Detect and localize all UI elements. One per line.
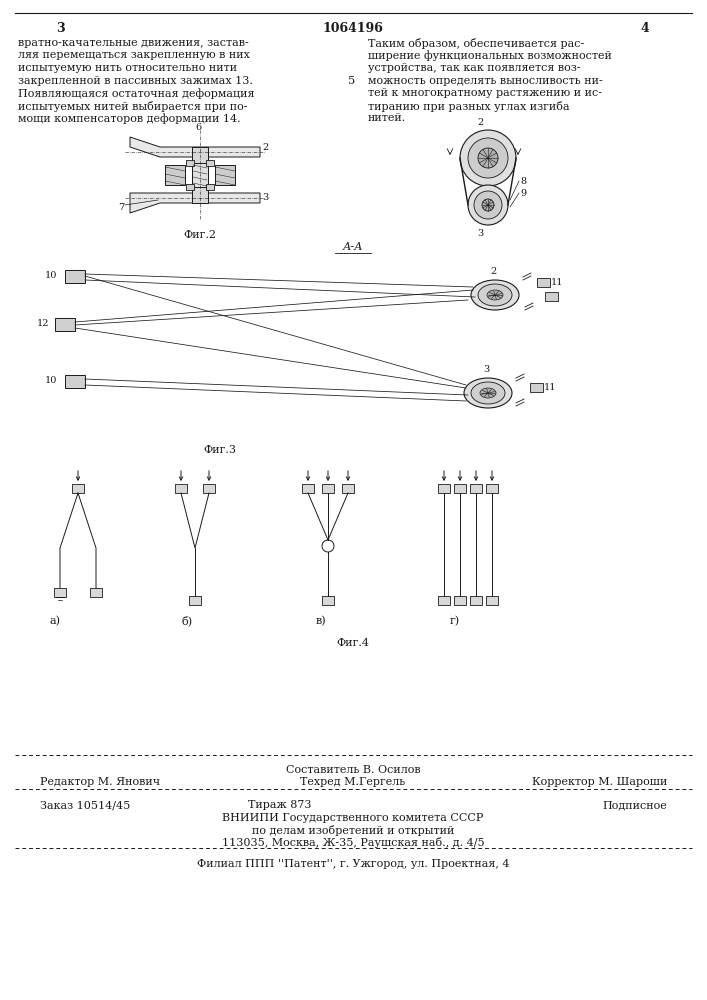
Bar — [165, 165, 185, 185]
Text: нитей.: нитей. — [368, 113, 407, 123]
Text: 9: 9 — [520, 189, 526, 198]
Bar — [486, 484, 498, 493]
Bar — [545, 292, 558, 301]
Text: ширение функциональных возможностей: ширение функциональных возможностей — [368, 50, 612, 61]
Polygon shape — [130, 137, 260, 157]
Text: a): a) — [50, 616, 61, 626]
Text: закрепленной в пассивных зажимах 13.: закрепленной в пассивных зажимах 13. — [18, 76, 253, 86]
Text: 5: 5 — [348, 76, 355, 86]
Text: 2: 2 — [490, 267, 496, 276]
Ellipse shape — [471, 382, 505, 404]
Bar — [486, 596, 498, 605]
Text: Подписное: Подписное — [602, 800, 667, 810]
Text: 12: 12 — [37, 319, 49, 328]
Text: 7: 7 — [118, 203, 124, 212]
Bar — [203, 484, 215, 493]
Text: б): б) — [181, 616, 192, 627]
Text: 2: 2 — [477, 118, 483, 127]
Text: ВНИИПИ Государственного комитета СССР: ВНИИПИ Государственного комитета СССР — [222, 813, 484, 823]
Circle shape — [474, 191, 502, 219]
Bar — [454, 596, 466, 605]
Text: по делам изобретений и открытий: по делам изобретений и открытий — [252, 825, 454, 836]
Text: 2: 2 — [262, 143, 268, 152]
Text: тей к многократному растяжению и ис-: тей к многократному растяжению и ис- — [368, 88, 602, 98]
Text: Техред М.Гергель: Техред М.Гергель — [300, 777, 406, 787]
Ellipse shape — [464, 378, 512, 408]
Text: можность определять выносливость ни-: можность определять выносливость ни- — [368, 76, 603, 86]
Bar — [454, 484, 466, 493]
Text: 11: 11 — [544, 383, 556, 392]
Text: Таким образом, обеспечивается рас-: Таким образом, обеспечивается рас- — [368, 38, 584, 49]
Text: 10: 10 — [45, 376, 57, 385]
Text: Редактор М. Янович: Редактор М. Янович — [40, 777, 160, 787]
Circle shape — [482, 199, 494, 211]
Bar — [186, 184, 194, 190]
Text: 3: 3 — [477, 229, 483, 238]
Bar — [438, 596, 450, 605]
Text: ляя перемещаться закрепленную в них: ляя перемещаться закрепленную в них — [18, 50, 250, 60]
Circle shape — [460, 130, 516, 186]
Text: 3: 3 — [56, 22, 64, 35]
Text: 6: 6 — [195, 123, 201, 132]
Text: Корректор М. Шароши: Корректор М. Шароши — [532, 777, 667, 787]
Ellipse shape — [487, 290, 503, 300]
Bar — [55, 318, 75, 331]
Ellipse shape — [480, 388, 496, 398]
Bar — [186, 160, 194, 166]
Bar — [322, 596, 334, 605]
Bar — [470, 484, 482, 493]
Ellipse shape — [478, 284, 512, 306]
Bar — [65, 270, 85, 283]
Text: Составитель В. Осилов: Составитель В. Осилов — [286, 765, 421, 775]
Text: 113035, Москва, Ж-35, Раушская наб., д. 4/5: 113035, Москва, Ж-35, Раушская наб., д. … — [222, 837, 484, 848]
Bar — [54, 588, 66, 597]
Text: Филиал ППП ''Патент'', г. Ужгород, ул. Проектная, 4: Филиал ППП ''Патент'', г. Ужгород, ул. П… — [197, 859, 509, 869]
Text: 3: 3 — [262, 193, 268, 202]
Circle shape — [468, 185, 508, 225]
Text: А-А: А-А — [343, 242, 363, 252]
Text: 10: 10 — [45, 271, 57, 280]
Bar — [215, 165, 235, 185]
Bar — [189, 596, 201, 605]
Text: устройства, так как появляется воз-: устройства, так как появляется воз- — [368, 63, 580, 73]
Text: вратно-качательные движения, застав-: вратно-качательные движения, застав- — [18, 38, 249, 48]
Text: 1064196: 1064196 — [322, 22, 383, 35]
Bar — [470, 596, 482, 605]
Bar — [65, 375, 85, 388]
Text: тиранию при разных углах изгиба: тиранию при разных углах изгиба — [368, 101, 570, 111]
Circle shape — [468, 138, 508, 178]
Text: 4: 4 — [641, 22, 649, 35]
Bar — [72, 484, 84, 493]
Bar — [192, 147, 208, 203]
Text: мощи компенсаторов деформации 14.: мощи компенсаторов деформации 14. — [18, 113, 240, 124]
Bar — [438, 484, 450, 493]
Text: Фиг.4: Фиг.4 — [337, 638, 370, 648]
Bar — [530, 383, 543, 392]
Text: Фиг.3: Фиг.3 — [204, 445, 237, 455]
Circle shape — [478, 148, 498, 168]
Text: испытуемую нить относительно нити: испытуемую нить относительно нити — [18, 63, 237, 73]
Bar — [537, 278, 550, 287]
Bar — [192, 163, 208, 187]
Bar — [90, 588, 102, 597]
Text: 3: 3 — [483, 365, 489, 374]
Text: Заказ 10514/45: Заказ 10514/45 — [40, 800, 130, 810]
Text: г): г) — [450, 616, 460, 626]
Text: 8: 8 — [520, 177, 526, 186]
Text: Появляющаяся остаточная деформация: Появляющаяся остаточная деформация — [18, 88, 255, 99]
Polygon shape — [130, 193, 260, 213]
Bar — [175, 484, 187, 493]
Text: в): в) — [316, 616, 327, 626]
Text: Тираж 873: Тираж 873 — [248, 800, 312, 810]
Bar — [302, 484, 314, 493]
Bar — [342, 484, 354, 493]
Text: испытуемых нитей выбирается при по-: испытуемых нитей выбирается при по- — [18, 101, 247, 111]
Bar — [206, 160, 214, 166]
Bar — [206, 184, 214, 190]
Text: 11: 11 — [551, 278, 563, 287]
Ellipse shape — [471, 280, 519, 310]
Bar — [322, 484, 334, 493]
Text: Фиг.2: Фиг.2 — [184, 230, 216, 240]
